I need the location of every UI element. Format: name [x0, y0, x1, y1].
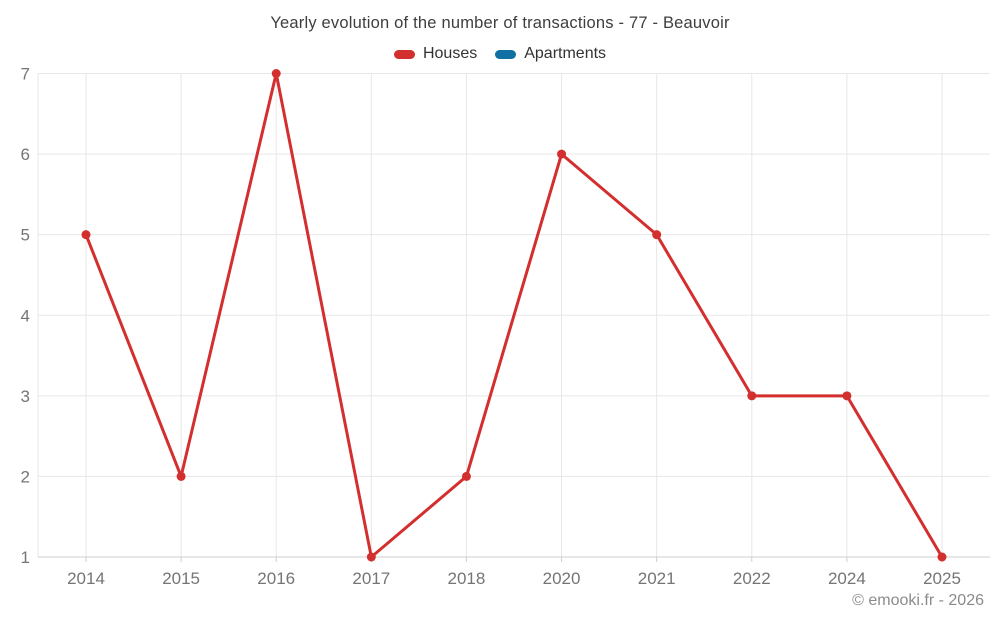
x-tick-label: 2017	[352, 569, 390, 588]
y-tick-label: 4	[21, 306, 30, 325]
y-tick-label: 1	[21, 548, 30, 567]
y-tick-label: 6	[21, 145, 30, 164]
houses-data-point[interactable]	[366, 552, 376, 562]
houses-series-line	[84, 72, 944, 559]
houses-data-point[interactable]	[81, 230, 91, 240]
legend-item-houses[interactable]: Houses	[393, 45, 478, 63]
y-tick-label: 3	[21, 387, 30, 406]
legend: Houses Apartments	[0, 45, 1000, 63]
x-tick-label: 2015	[162, 569, 200, 588]
x-tick-label: 2016	[257, 569, 295, 588]
x-tick-label: 2022	[733, 569, 771, 588]
legend-label-houses: Houses	[422, 45, 478, 62]
houses-data-point[interactable]	[176, 471, 186, 481]
houses-data-point[interactable]	[652, 230, 662, 240]
legend-label-apartments: Apartments	[524, 45, 607, 62]
houses-data-point[interactable]	[271, 69, 281, 78]
houses-data-point[interactable]	[842, 391, 852, 401]
houses-data-point[interactable]	[461, 471, 471, 481]
houses-data-point[interactable]	[747, 391, 757, 401]
houses-data-point[interactable]	[557, 149, 567, 159]
x-tick-label: 2021	[638, 569, 676, 588]
houses-swatch-icon	[393, 49, 415, 59]
x-tick-label: 2024	[828, 569, 866, 588]
legend-item-apartments[interactable]: Apartments	[495, 45, 606, 63]
y-tick-label: 5	[21, 226, 30, 245]
x-tick-label: 2025	[923, 569, 961, 588]
x-tick-label: 2020	[543, 569, 581, 588]
apartments-swatch-icon	[495, 49, 517, 59]
y-tick-label: 2	[21, 467, 30, 486]
chart-title: Yearly evolution of the number of transa…	[270, 14, 730, 32]
x-tick-label: 2014	[67, 569, 105, 588]
houses-data-point[interactable]	[937, 552, 947, 562]
y-tick-label: 7	[21, 65, 30, 84]
footer-credit: © emooki.fr - 2026	[852, 592, 984, 609]
x-tick-label: 2018	[448, 569, 486, 588]
